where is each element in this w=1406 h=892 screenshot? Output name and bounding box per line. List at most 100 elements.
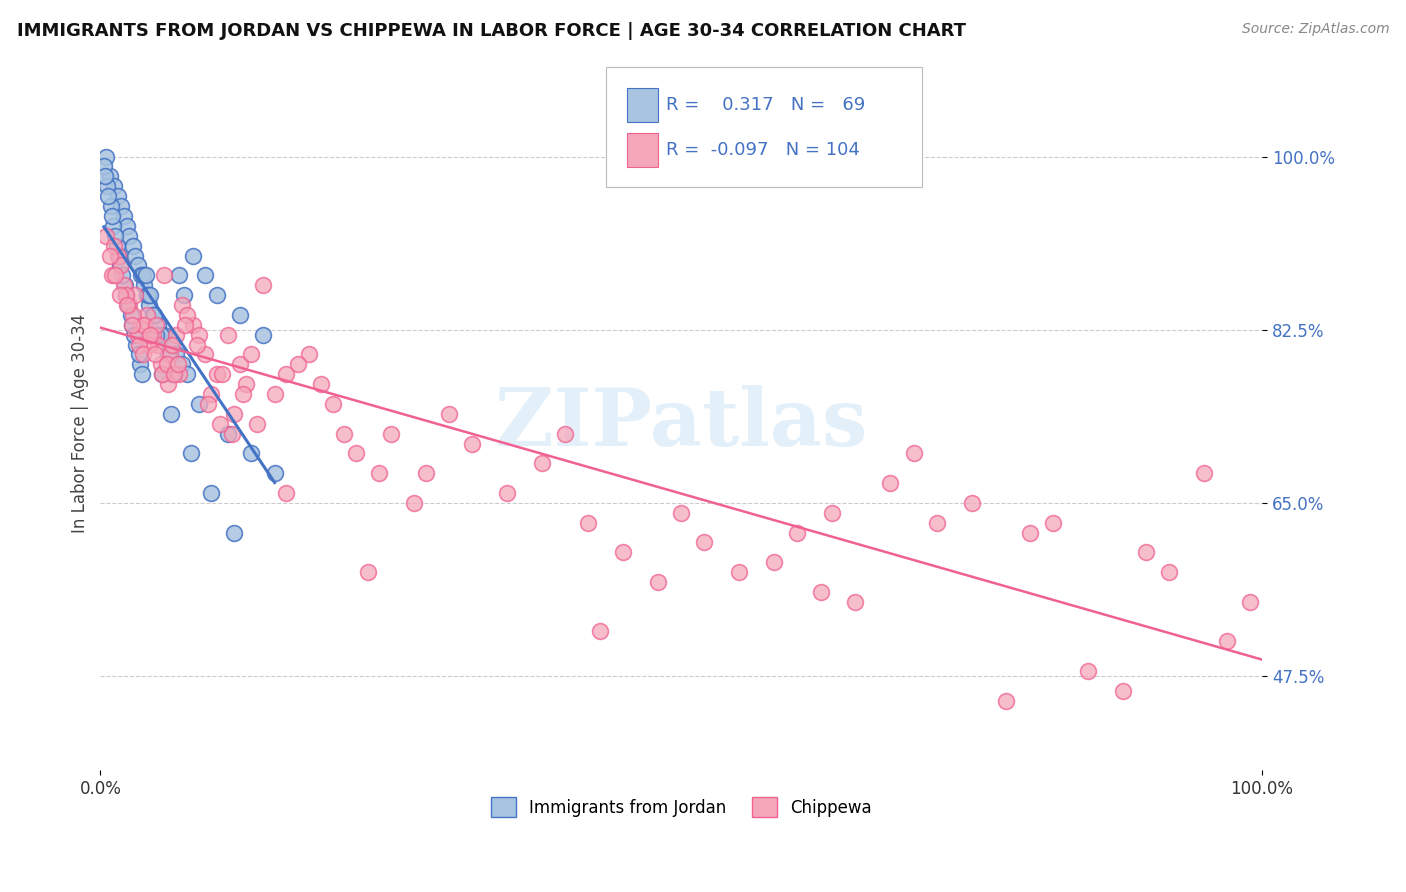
Point: [217, 426, 239, 441]
Point: [121, 318, 143, 332]
Point: [148, 337, 170, 351]
Point: [208, 417, 231, 431]
Point: [148, 318, 170, 332]
Point: [165, 327, 187, 342]
Point: [252, 327, 274, 342]
Point: [1192, 466, 1215, 480]
Point: [150, 368, 173, 382]
Point: [530, 456, 553, 470]
Point: [763, 555, 786, 569]
Text: R =  -0.097   N = 104: R = -0.097 N = 104: [666, 141, 860, 159]
Point: [124, 288, 146, 302]
Point: [186, 337, 208, 351]
Point: [1077, 664, 1099, 678]
Point: [170, 298, 193, 312]
Point: [879, 476, 901, 491]
Point: [104, 268, 127, 283]
Point: [103, 179, 125, 194]
Point: [232, 387, 254, 401]
Point: [181, 248, 204, 262]
Point: [165, 347, 187, 361]
Point: [139, 288, 162, 302]
Point: [344, 446, 367, 460]
Point: [176, 368, 198, 382]
Point: [221, 426, 243, 441]
Point: [188, 327, 211, 342]
Point: [170, 357, 193, 371]
Point: [122, 327, 145, 342]
Point: [149, 327, 172, 342]
Point: [246, 417, 269, 431]
Point: [142, 308, 165, 322]
Point: [115, 288, 138, 302]
Point: [110, 259, 132, 273]
Point: [156, 377, 179, 392]
Point: [589, 624, 612, 639]
Point: [115, 298, 138, 312]
Point: [728, 565, 751, 579]
Text: Source: ZipAtlas.com: Source: ZipAtlas.com: [1241, 22, 1389, 37]
Point: [576, 516, 599, 530]
Point: [98, 169, 121, 184]
Point: [162, 368, 184, 382]
Point: [118, 298, 141, 312]
Point: [437, 407, 460, 421]
Point: [150, 368, 173, 382]
Point: [135, 288, 157, 302]
Point: [131, 368, 153, 382]
Point: [153, 268, 176, 283]
Point: [194, 347, 217, 361]
Point: [263, 466, 285, 480]
Point: [127, 259, 149, 273]
Point: [415, 466, 437, 480]
Point: [287, 357, 309, 371]
Point: [145, 327, 167, 342]
Point: [169, 368, 191, 382]
Point: [1042, 516, 1064, 530]
Point: [309, 377, 332, 392]
Point: [173, 288, 195, 302]
Point: [122, 308, 145, 322]
Point: [669, 506, 692, 520]
Point: [128, 337, 150, 351]
Point: [229, 308, 252, 322]
Point: [995, 694, 1018, 708]
Point: [176, 308, 198, 322]
Point: [135, 268, 157, 283]
Point: [120, 308, 142, 322]
Point: [217, 327, 239, 342]
Point: [229, 357, 252, 371]
Point: [821, 506, 844, 520]
Point: [903, 446, 925, 460]
Point: [160, 407, 183, 421]
Point: [101, 209, 124, 223]
Point: [162, 337, 184, 351]
Point: [205, 368, 228, 382]
Point: [142, 327, 165, 342]
Point: [200, 486, 222, 500]
Text: R =    0.317   N =   69: R = 0.317 N = 69: [666, 96, 866, 114]
Point: [93, 160, 115, 174]
Point: [322, 397, 344, 411]
Point: [156, 347, 179, 361]
Point: [786, 525, 808, 540]
Point: [125, 337, 148, 351]
Point: [960, 496, 983, 510]
Point: [211, 368, 233, 382]
Point: [181, 318, 204, 332]
Point: [105, 238, 128, 252]
Point: [159, 347, 181, 361]
Point: [136, 288, 159, 302]
Point: [263, 387, 285, 401]
Point: [1239, 595, 1261, 609]
Point: [276, 486, 298, 500]
Point: [96, 150, 118, 164]
Point: [205, 288, 228, 302]
Point: [101, 268, 124, 283]
Point: [100, 199, 122, 213]
Point: [138, 337, 160, 351]
Point: [810, 585, 832, 599]
Point: [124, 248, 146, 262]
Point: [134, 278, 156, 293]
Point: [1018, 525, 1040, 540]
